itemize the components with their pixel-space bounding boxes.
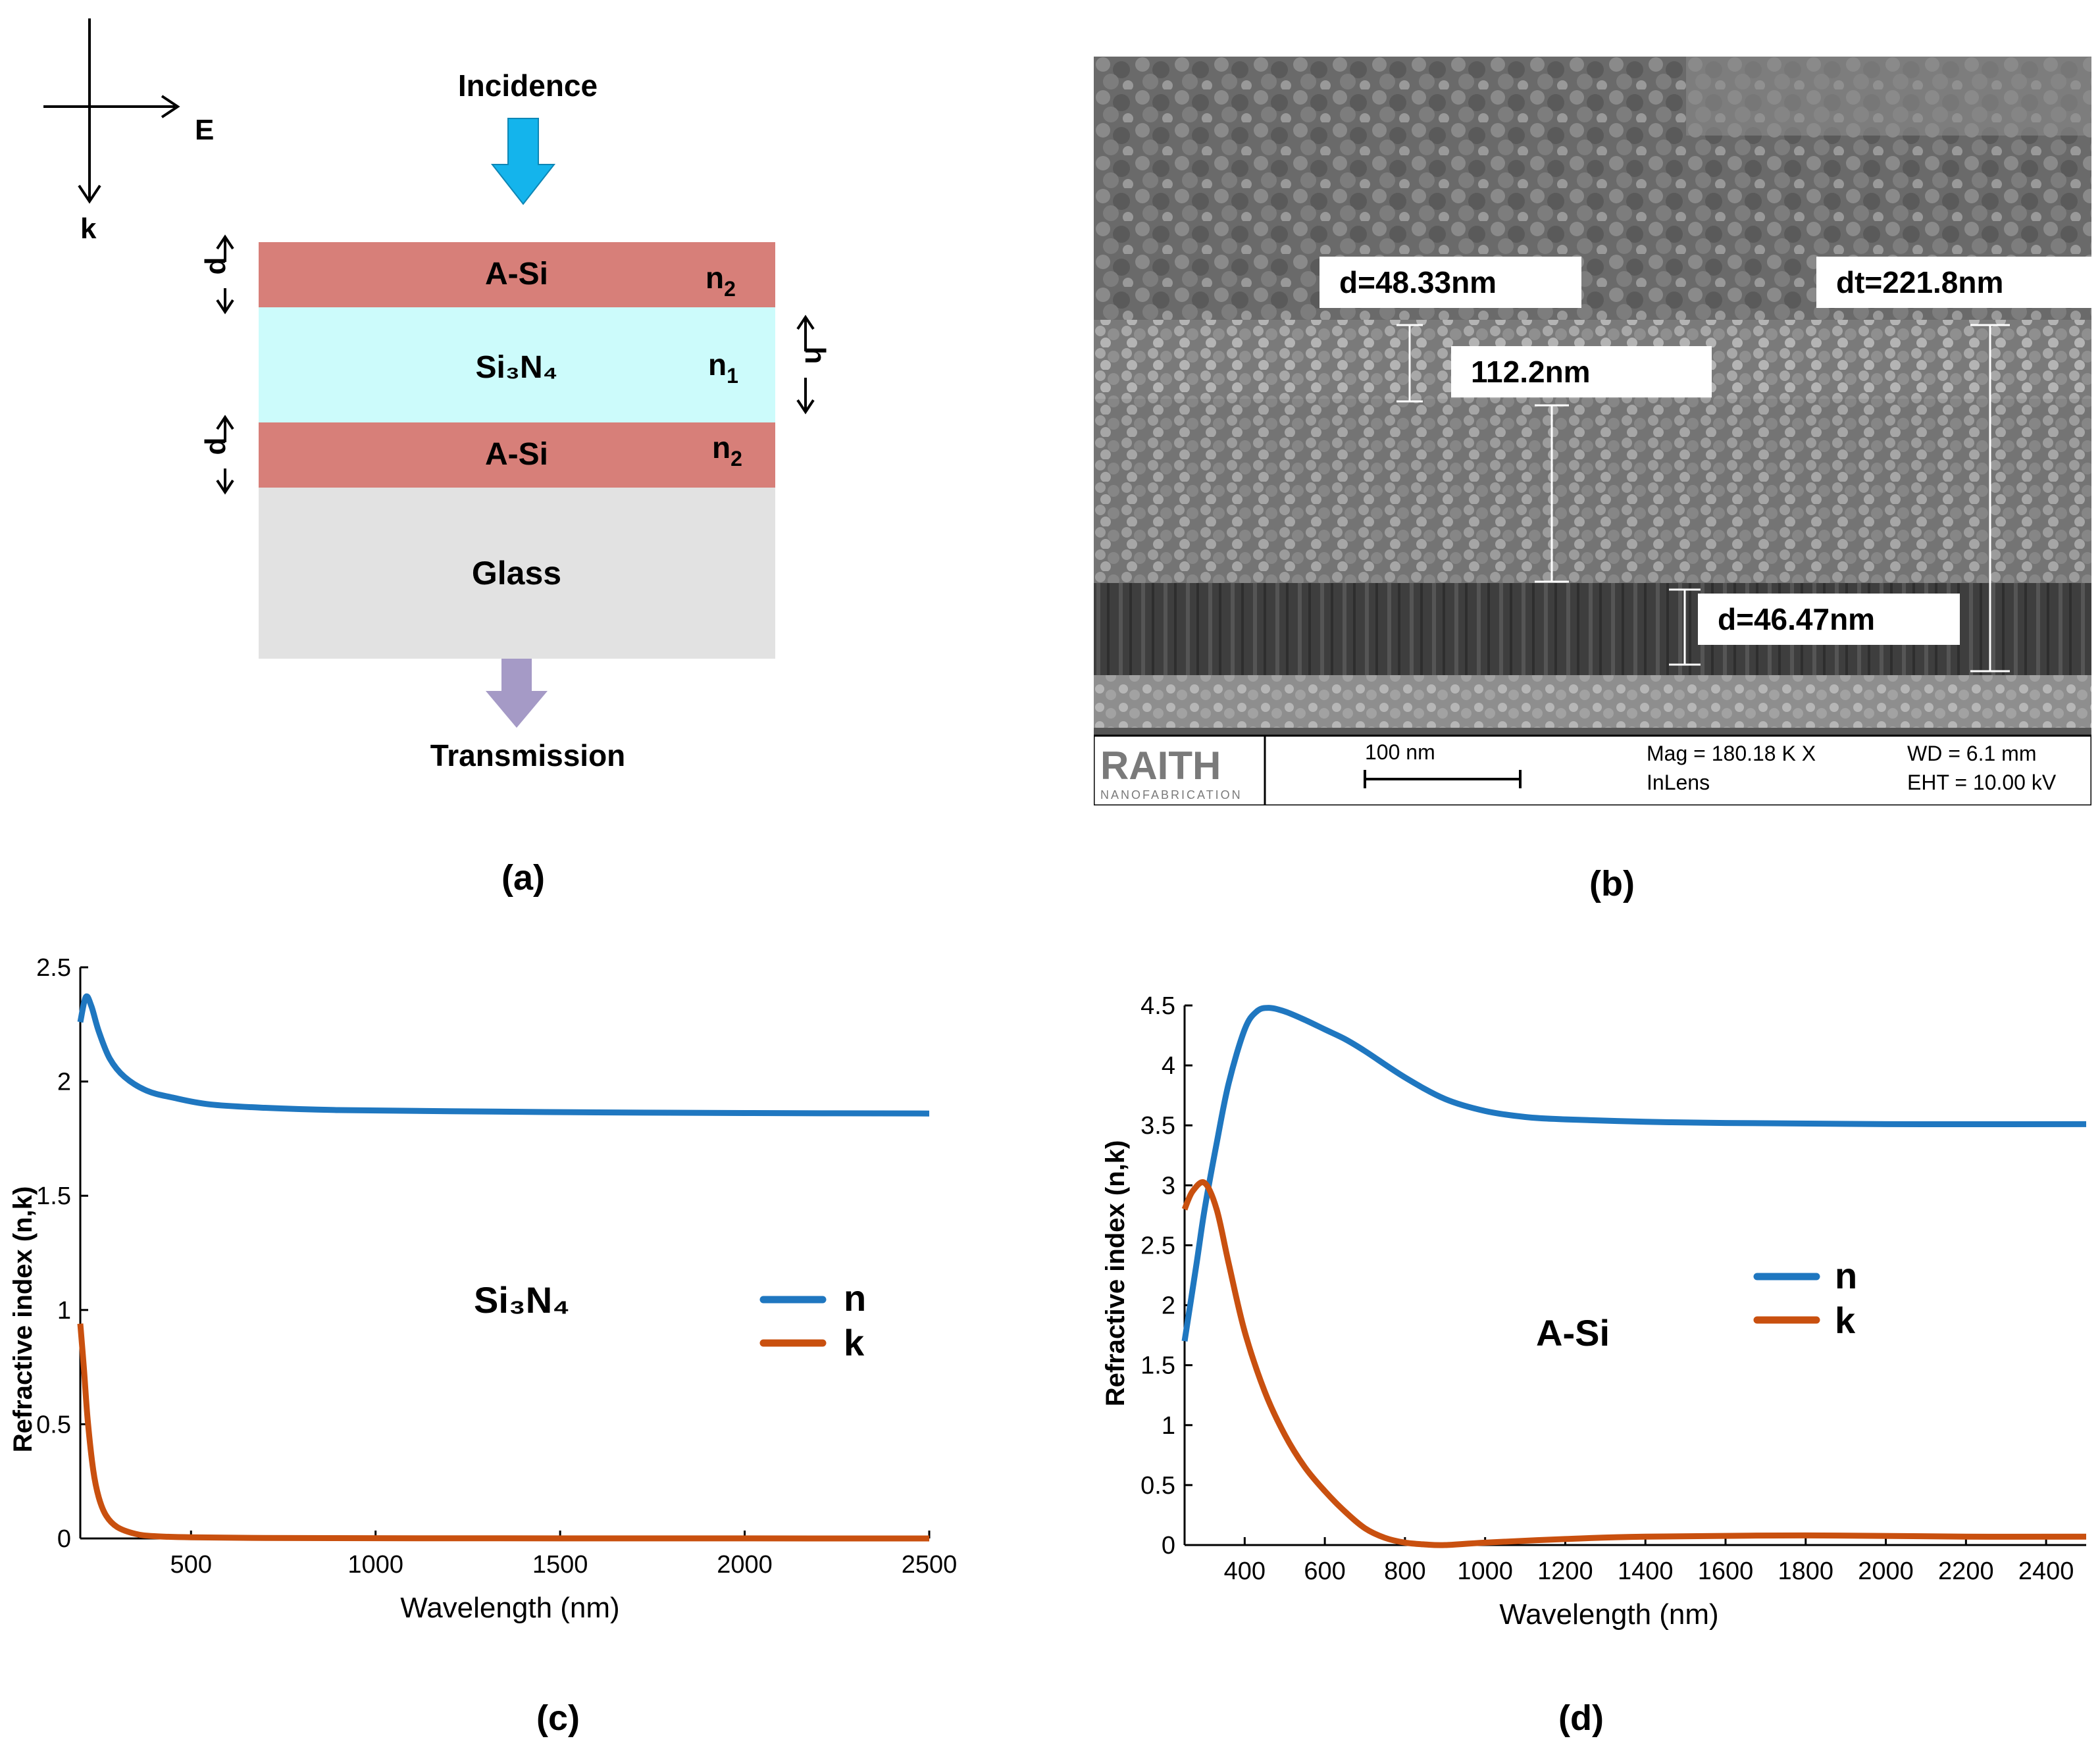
svg-text:h: h (799, 347, 831, 365)
y-tick-label: 0.5 (36, 1411, 71, 1438)
x-tick-label: 800 (1384, 1558, 1425, 1585)
y-tick-label: 1 (57, 1297, 71, 1325)
x-tick-label: 1500 (532, 1551, 588, 1579)
chart-d-annotation: A-Si (1536, 1312, 1610, 1354)
index-label-n2-top: n2 (705, 261, 736, 301)
sem-brand-sub: NANOFABRICATION (1100, 788, 1242, 801)
chart-si3n4: 500 1000 1500 2000 2500 0 0.5 1 1.5 2 2.5 Si₃N₄ n … (9, 954, 958, 1624)
x-tick-label: 1400 (1618, 1558, 1674, 1585)
thickness-marker-d-bottom: d (199, 415, 236, 495)
incidence-label: Incidence (458, 68, 598, 103)
measure-line-top (1396, 324, 1423, 403)
x-tick-label: 2000 (1858, 1558, 1914, 1585)
x-tick-label: 2000 (717, 1551, 773, 1579)
layer-a-si-bottom (259, 422, 775, 488)
sem-mag: Mag = 180.18 K X (1647, 742, 1816, 765)
x-tick-label: 1200 (1537, 1558, 1593, 1585)
x-tick-label: 600 (1304, 1558, 1345, 1585)
series-line-k (1181, 1179, 2087, 1548)
y-tick-label: 1.5 (1140, 1352, 1175, 1380)
measure-line-bottom (1669, 588, 1701, 666)
x-tick-label: 1800 (1778, 1558, 1834, 1585)
index-label-n1: n1 (708, 347, 738, 388)
x-tick-label: 2500 (902, 1551, 958, 1579)
y-tick-label: 3.5 (1140, 1112, 1175, 1140)
e-axis-label: E (195, 114, 214, 146)
y-tick-label: 2.5 (1140, 1232, 1175, 1259)
legend-label-n: n (844, 1277, 866, 1319)
y-tick-label: 2 (57, 1069, 71, 1096)
panel-b-sem-image: RAITH NANOFABRICATION 100 nm Mag = 180.1… (1094, 57, 2091, 805)
chart-c-annotation: Si₃N₄ (474, 1279, 570, 1321)
legend-label-k: k (844, 1322, 865, 1363)
k-axis-label: k (80, 213, 97, 245)
measure-line-total (1970, 324, 2010, 672)
x-tick-label: 1000 (1457, 1558, 1513, 1585)
chart-d-xlabel: Wavelength (nm) (1499, 1598, 1718, 1631)
chart-c-ylabel: Refractive index (n,k) (9, 1186, 38, 1453)
sem-scale-bar (1364, 770, 1522, 788)
thickness-marker-d-top: d (199, 234, 236, 315)
measure-line-middle (1535, 404, 1569, 583)
y-tick-label: 0 (1162, 1532, 1175, 1560)
sem-eht: EHT = 10.00 kV (1907, 771, 2057, 794)
sem-label-middle: 112.2nm (1451, 346, 1712, 397)
series-line-n (1181, 1005, 2087, 1342)
sem-scale-label: 100 nm (1365, 740, 1435, 764)
caption-a: (a) (501, 858, 545, 898)
chart-d-ylabel: Refractive index (n,k) (1101, 1140, 1130, 1407)
sem-brand: RAITH (1100, 744, 1221, 788)
sem-micrograph: RAITH NANOFABRICATION 100 nm Mag = 180.1… (1094, 57, 2091, 805)
x-tick-label: 1600 (1698, 1558, 1754, 1585)
y-tick-label: 0.5 (1140, 1472, 1175, 1500)
chart-c-xlabel: Wavelength (nm) (400, 1592, 619, 1624)
y-tick-label: 1.5 (36, 1182, 71, 1210)
layer-glass (259, 488, 775, 659)
layer-a-si-top (259, 242, 775, 307)
index-label-n2-bottom: n2 (712, 430, 742, 470)
y-tick-label: 0 (57, 1525, 71, 1553)
series-line-k (77, 1323, 930, 1542)
layer-label-a-si-top: A-Si (485, 257, 548, 292)
series-line-n (77, 993, 930, 1117)
incidence-arrow (490, 118, 556, 205)
layer-label-si3n4: Si₃N₄ (475, 350, 557, 385)
y-tick-label: 1 (1162, 1412, 1175, 1440)
caption-b: (b) (1589, 864, 1635, 903)
y-tick-label: 3 (1162, 1172, 1175, 1200)
y-tick-label: 4 (1162, 1052, 1175, 1080)
transmission-arrow (486, 659, 548, 728)
layer-label-a-si-bottom: A-Si (485, 437, 548, 472)
x-tick-label: 400 (1224, 1558, 1266, 1585)
panel-a-diagram: E k Incidence A-Si Si₃N₄ A-Si Glass n2 n… (43, 18, 831, 773)
caption-d: (d) (1558, 1698, 1604, 1738)
chart-d-legend: n k (1753, 1255, 1857, 1341)
caption-c: (c) (536, 1698, 580, 1738)
x-tick-label: 1000 (347, 1551, 403, 1579)
sem-label-total: dt=221.8nm (1816, 257, 2091, 308)
x-tick-label: 2400 (2018, 1558, 2074, 1585)
sem-detector: InLens (1647, 771, 1710, 794)
transmission-label: Transmission (430, 738, 626, 773)
sem-label-bottom-layer: d=46.47nm (1698, 594, 1960, 645)
layer-si3n4 (259, 307, 775, 422)
svg-text:d: d (199, 257, 232, 275)
y-tick-label: 2.5 (36, 954, 71, 982)
x-tick-label: 500 (170, 1551, 212, 1579)
legend-label-k: k (1835, 1300, 1856, 1341)
chart-c-legend: n k (759, 1277, 866, 1363)
sem-label-top-layer: d=48.33nm (1319, 257, 1581, 308)
chart-a-si: 400 600 800 1000 1200 1400 1600 1800 2000 2200 240… (1101, 992, 2087, 1631)
k-axis-arrowhead (78, 184, 101, 204)
y-tick-label: 4.5 (1140, 992, 1175, 1020)
svg-text:d: d (199, 438, 232, 455)
e-axis-arrowhead (161, 95, 180, 118)
thickness-marker-h: h (795, 315, 831, 415)
x-tick-label: 2200 (1938, 1558, 1994, 1585)
layer-label-glass: Glass (472, 555, 561, 592)
legend-label-n: n (1835, 1255, 1857, 1296)
sem-wd: WD = 6.1 mm (1907, 742, 2036, 765)
y-tick-label: 2 (1162, 1292, 1175, 1320)
